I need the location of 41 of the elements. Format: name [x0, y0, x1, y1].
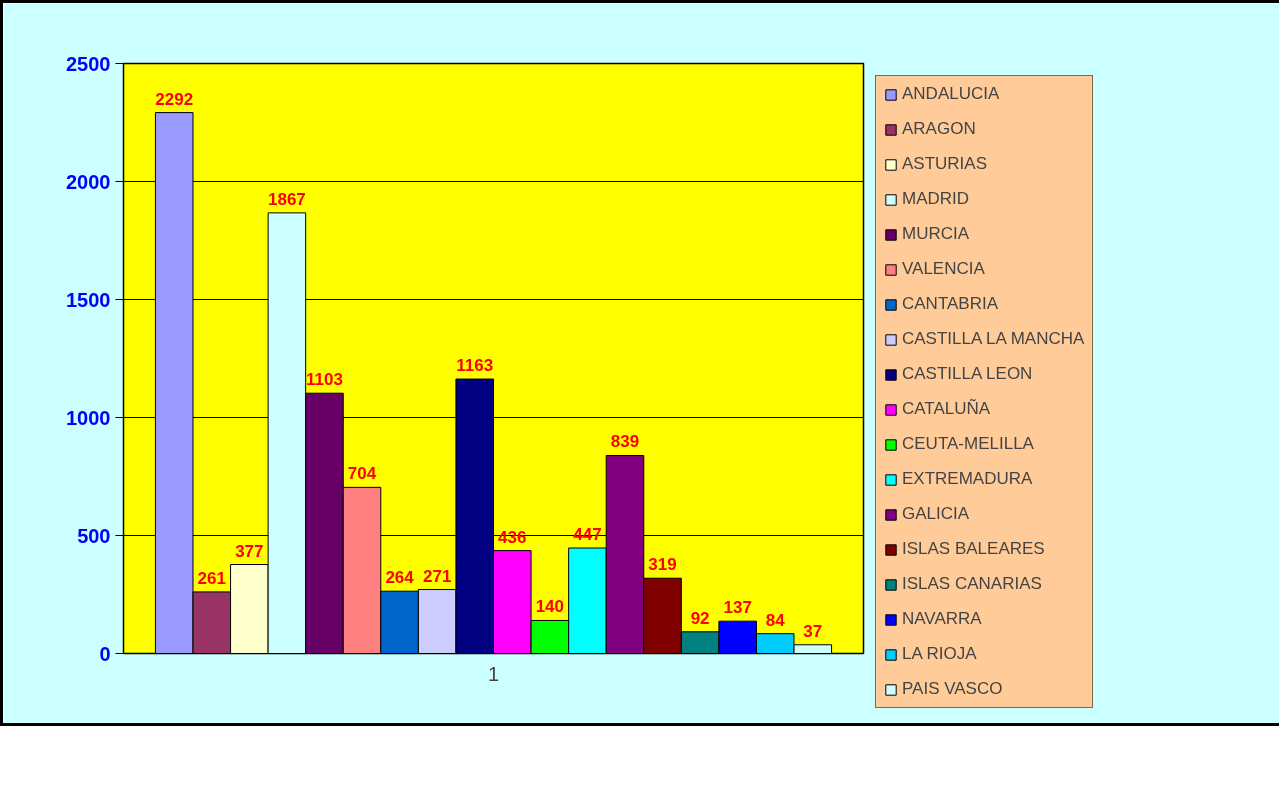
x-tick-label: 1	[487, 662, 500, 685]
legend-label: CASTILLA LEON	[902, 364, 1033, 384]
data-label: 377	[235, 541, 264, 561]
legend-label: NAVARRA	[902, 609, 982, 629]
legend-label: ASTURIAS	[902, 154, 988, 174]
legend-label: CEUTA-MELILLA	[902, 434, 1034, 454]
legend-label: CASTILLA LA MANCHA	[902, 329, 1085, 349]
legend-label: CATALUÑA	[902, 399, 991, 419]
data-label: 2292	[155, 89, 194, 109]
data-label: 1103	[306, 370, 343, 390]
legend-label: LA RIOJA	[902, 644, 977, 664]
data-label: 271	[422, 566, 452, 586]
y-tick-label: 1500	[66, 288, 111, 311]
y-tick-label: 2500	[66, 52, 111, 75]
data-label: 704	[347, 464, 377, 484]
data-label: 1867	[267, 189, 306, 209]
y-tick-label: 0	[99, 642, 111, 665]
data-label: 137	[723, 598, 752, 618]
data-label: 264	[385, 568, 415, 588]
data-label: 1163	[456, 356, 494, 376]
legend-label: GALICIA	[902, 504, 970, 524]
legend-label: VALENCIA	[902, 259, 985, 279]
legend-label: MADRID	[902, 189, 970, 209]
data-label: 92	[690, 608, 710, 628]
data-label: 140	[535, 597, 565, 617]
legend-label: ISLAS BALEARES	[902, 539, 1045, 559]
legend-label: MURCIA	[902, 224, 970, 244]
legend-label: PAIS VASCO	[902, 679, 1003, 699]
legend-label: CANTABRIA	[902, 294, 999, 314]
data-label: 84	[765, 610, 786, 630]
data-label: 261	[197, 568, 226, 588]
y-tick-label: 2000	[66, 170, 111, 193]
y-tick-label: 1000	[66, 406, 111, 429]
legend-label: ANDALUCIA	[902, 84, 1000, 104]
data-label: 37	[803, 621, 823, 641]
legend-label: ISLAS CANARIAS	[902, 574, 1042, 594]
legend-label: ARAGON	[902, 119, 976, 139]
y-tick-label: 500	[77, 524, 111, 547]
legend-label: EXTREMADURA	[902, 469, 1033, 489]
data-label: 319	[648, 555, 677, 575]
data-label: 839	[610, 432, 640, 452]
